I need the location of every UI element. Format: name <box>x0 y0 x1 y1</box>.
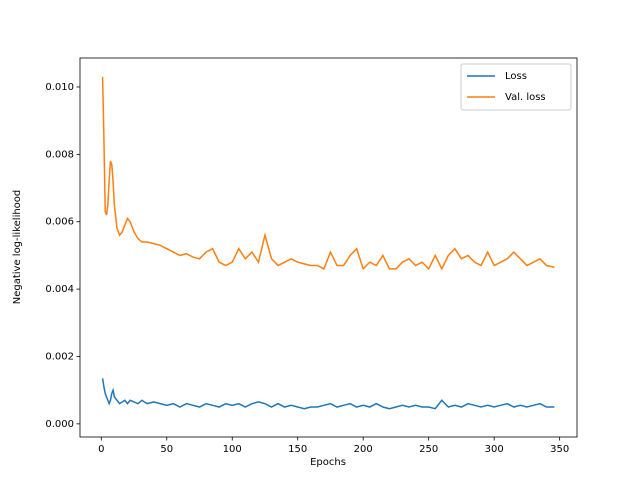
line <box>101 378 555 410</box>
x-tick-label: 250 <box>419 444 438 455</box>
legend-label: Loss <box>505 71 527 82</box>
y-tick-label: 0.000 <box>45 419 74 430</box>
y-axis-label: Negative log-likelihood <box>12 190 23 305</box>
x-tick-label: 50 <box>160 444 173 455</box>
x-tick-label: 0 <box>98 444 104 455</box>
y-tick-label: 0.006 <box>45 217 74 228</box>
y-tick-label: 0.008 <box>45 149 74 160</box>
plot-frame <box>79 57 578 438</box>
line <box>101 76 555 271</box>
x-tick-label: 300 <box>485 444 504 455</box>
x-tick-label: 350 <box>550 444 569 455</box>
y-tick-label: 0.010 <box>45 82 74 93</box>
legend-label: Val. loss <box>505 92 546 103</box>
y-tick-label: 0.004 <box>45 284 74 295</box>
y-tick-label: 0.002 <box>45 351 74 362</box>
x-axis-label: Epochs <box>310 457 346 468</box>
x-tick-label: 100 <box>223 444 242 455</box>
x-tick-label: 150 <box>288 444 307 455</box>
x-tick-label: 200 <box>354 444 373 455</box>
